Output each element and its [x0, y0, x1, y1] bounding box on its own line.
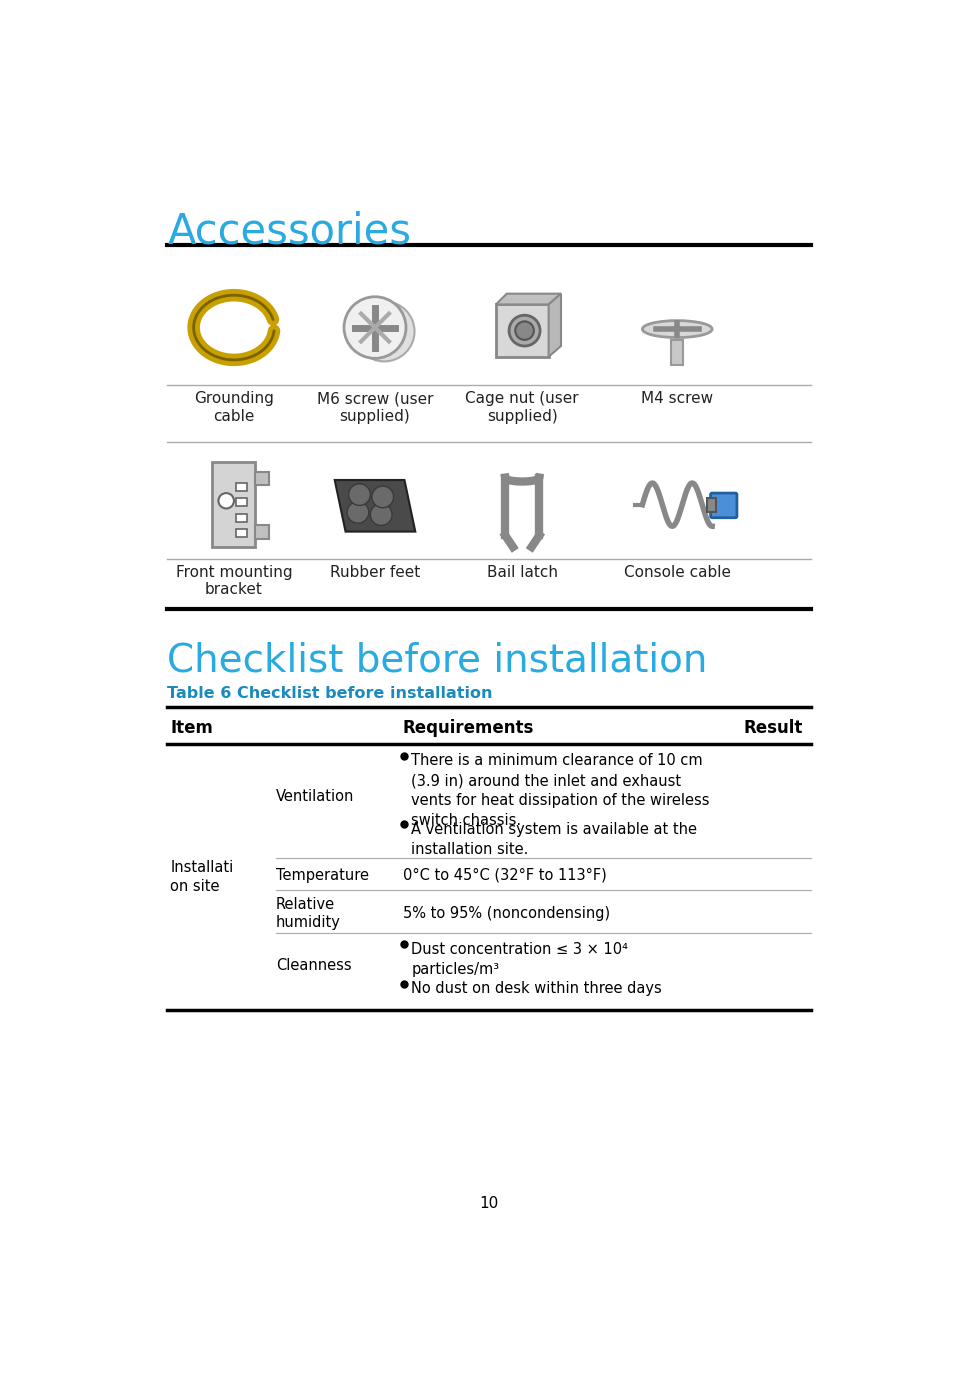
Polygon shape	[335, 480, 415, 532]
Text: 10: 10	[478, 1197, 498, 1211]
Text: Rubber feet: Rubber feet	[330, 565, 419, 579]
Text: Front mounting
bracket: Front mounting bracket	[175, 565, 292, 597]
FancyBboxPatch shape	[212, 463, 254, 547]
Text: Grounding
cable: Grounding cable	[193, 391, 274, 424]
FancyBboxPatch shape	[236, 484, 247, 491]
Text: 0°C to 45°C (32°F to 113°F): 0°C to 45°C (32°F to 113°F)	[402, 868, 606, 883]
Text: Bail latch: Bail latch	[486, 565, 558, 579]
Circle shape	[370, 504, 392, 525]
Text: There is a minimum clearance of 10 cm
(3.9 in) around the inlet and exhaust
vent: There is a minimum clearance of 10 cm (3…	[411, 753, 709, 828]
Text: Item: Item	[171, 719, 213, 737]
FancyBboxPatch shape	[236, 514, 247, 521]
Text: Result: Result	[742, 719, 802, 737]
FancyBboxPatch shape	[710, 493, 736, 518]
Circle shape	[509, 315, 539, 346]
FancyBboxPatch shape	[254, 525, 269, 539]
Text: Checklist before installation: Checklist before installation	[167, 641, 707, 680]
Ellipse shape	[641, 321, 711, 337]
Text: Relative
humidity: Relative humidity	[275, 897, 340, 930]
Text: Cleanness: Cleanness	[275, 958, 351, 973]
Text: Temperature: Temperature	[275, 868, 369, 883]
Text: M6 screw (user
supplied): M6 screw (user supplied)	[316, 391, 433, 424]
Text: Cage nut (user
supplied): Cage nut (user supplied)	[465, 391, 578, 424]
Text: Installati
on site: Installati on site	[171, 860, 233, 894]
Circle shape	[515, 322, 534, 340]
Circle shape	[372, 486, 394, 507]
Circle shape	[348, 484, 370, 506]
FancyBboxPatch shape	[236, 529, 247, 538]
Ellipse shape	[354, 301, 415, 362]
Polygon shape	[548, 293, 560, 357]
Text: Dust concentration ≤ 3 × 10⁴
particles/m³: Dust concentration ≤ 3 × 10⁴ particles/m…	[411, 943, 628, 977]
FancyBboxPatch shape	[254, 471, 269, 485]
Circle shape	[218, 493, 233, 509]
Text: Accessories: Accessories	[167, 210, 411, 253]
Text: M4 screw: M4 screw	[640, 391, 713, 406]
FancyBboxPatch shape	[670, 340, 682, 365]
FancyBboxPatch shape	[236, 499, 247, 506]
FancyBboxPatch shape	[706, 499, 716, 513]
Text: Table 6 Checklist before installation: Table 6 Checklist before installation	[167, 685, 493, 701]
Text: A ventilation system is available at the
installation site.: A ventilation system is available at the…	[411, 822, 697, 857]
Ellipse shape	[344, 297, 406, 358]
Text: Console cable: Console cable	[623, 565, 730, 579]
Circle shape	[347, 502, 369, 524]
Polygon shape	[496, 293, 560, 304]
Text: No dust on desk within three days: No dust on desk within three days	[411, 981, 661, 996]
Text: 5% to 95% (noncondensing): 5% to 95% (noncondensing)	[402, 907, 609, 920]
FancyBboxPatch shape	[496, 304, 548, 357]
Text: Ventilation: Ventilation	[275, 789, 354, 804]
Text: Requirements: Requirements	[402, 719, 534, 737]
